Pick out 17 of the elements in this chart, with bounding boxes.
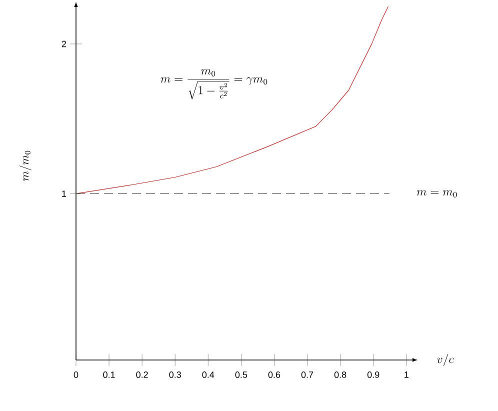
x-tick-label: 0.6 [268,372,280,378]
annotation: $m = \frac{m_0}{\sqrt{1-\frac{v^2}{c^2}}} = \gamma m_0$ [160,69,268,100]
x-tick-label: 0.9 [367,372,380,378]
x-tick-label: 0 [74,372,78,378]
x-tick-label: 0.8 [334,372,346,378]
x-tick-label: 0.1 [103,372,115,378]
x-tick-label: 0.2 [136,372,148,378]
x-axis-title: $v/c$ [437,354,454,366]
line-series [76,6,389,194]
x-tick-label: 1 [404,372,408,378]
x-tick-label: 0.5 [235,372,248,378]
x-tick-label: 0.4 [202,372,214,378]
y-tick-label: 2 [62,40,66,48]
x-tick-label: 0.3 [169,372,181,378]
ref-line-label: $m = m_0$ [416,190,457,198]
x-tick-label: 0.7 [301,372,314,378]
y-axis-title: $m/m_0$ [19,150,32,181]
